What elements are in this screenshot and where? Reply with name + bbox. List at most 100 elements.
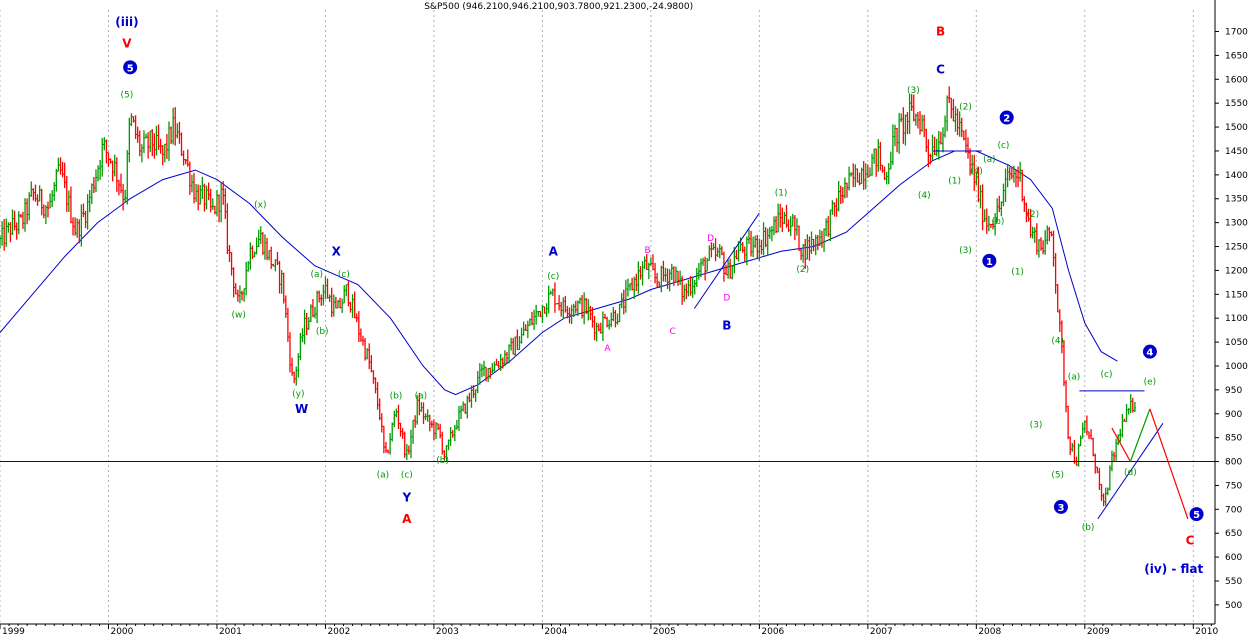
wave-label: W — [295, 402, 308, 416]
moving-average-line — [0, 150, 1118, 396]
wave-labels: (iii)V5(5)(x)(w)(y)WX(a) (c)(b)(b) (a)(a)(… — [115, 15, 1204, 576]
y-tick-label: 1300 — [1225, 219, 1248, 229]
wave-circle-text: 1 — [986, 257, 993, 268]
projection-segment — [1129, 408, 1151, 462]
x-tick-label: 2010 — [1195, 627, 1218, 636]
wave-label: (c) — [1101, 370, 1113, 380]
x-tick-label: 2009 — [1087, 627, 1110, 636]
wave-label: C — [1186, 533, 1195, 547]
wave-label: (x) — [254, 201, 266, 211]
wave-label: (iii) — [115, 15, 138, 29]
wave-label: (a) — [1068, 373, 1081, 383]
wave-label: C — [669, 327, 675, 337]
wave-circle-text: 5 — [127, 63, 134, 74]
x-tick-label: 2005 — [653, 627, 676, 636]
wave-label: X — [332, 244, 342, 258]
x-tick-label: 1999 — [2, 627, 25, 636]
chart-title: S&P500 (946.2100,946.2100,903.7800,921.2… — [424, 2, 693, 12]
wave-label: (e) — [1144, 377, 1157, 387]
wave-label: (y) — [292, 389, 304, 399]
wave-label-circle: 4 — [1142, 344, 1157, 359]
wave-circle — [999, 110, 1014, 125]
wave-label: (2) — [1026, 210, 1039, 220]
wave-circle — [123, 60, 138, 75]
y-tick-label: 1400 — [1225, 171, 1248, 181]
wave-label: A — [402, 512, 412, 526]
wave-label: (2) — [959, 103, 972, 113]
y-tick-label: 1050 — [1225, 338, 1248, 348]
x-tick-label: 2003 — [436, 627, 459, 636]
moving-average — [0, 150, 1118, 396]
wave-label: (4) — [970, 167, 983, 177]
wave-label-circle: 3 — [1053, 499, 1068, 514]
wave-circle-text: 2 — [1003, 114, 1010, 125]
wave-label: (a) — [983, 155, 996, 165]
wave-label: (b) — [436, 456, 449, 466]
wave-label: (b) — [316, 327, 329, 337]
wave-label: B — [722, 318, 731, 332]
wave-label-circle: 5 — [1189, 507, 1204, 522]
y-tick-label: 1250 — [1225, 243, 1248, 253]
wave-circle — [1189, 507, 1204, 522]
wave-label: (3) — [959, 246, 972, 256]
y-tick-label: 800 — [1225, 458, 1242, 468]
trendline — [693, 212, 760, 309]
y-tick-label: 1350 — [1225, 195, 1248, 205]
y-tick-label: 700 — [1225, 505, 1242, 515]
wave-circle-text: 5 — [1193, 510, 1200, 521]
wave-label: (2) — [796, 265, 809, 275]
wave-label-circle: 2 — [999, 110, 1014, 125]
y-tick-label: 1450 — [1225, 147, 1248, 157]
y-tick-label: 1650 — [1225, 51, 1248, 61]
y-tick-label: 1550 — [1225, 99, 1248, 109]
x-tick-label: 2007 — [870, 627, 893, 636]
wave-label: (b) — [992, 217, 1005, 227]
wave-label: (4) — [918, 191, 931, 201]
y-tick-label: 1150 — [1225, 290, 1248, 300]
x-tick-label: 2001 — [219, 627, 242, 636]
wave-label: A — [549, 244, 559, 258]
projection-lines — [1111, 408, 1189, 520]
wave-circle-text: 3 — [1057, 503, 1064, 514]
trendline — [1097, 423, 1164, 520]
wave-circle — [982, 253, 997, 268]
wave-label-circle: 5 — [123, 60, 138, 75]
y-tick-label: 600 — [1225, 553, 1242, 563]
x-tick-label: 2006 — [761, 627, 784, 636]
x-tick-label: 2008 — [978, 627, 1001, 636]
wave-label: (d) — [1124, 468, 1137, 478]
wave-label: (1) — [948, 177, 961, 187]
wave-label: (3) — [1030, 420, 1043, 430]
wave-label: (a) — [415, 392, 428, 402]
y-tick-label: 500 — [1225, 601, 1242, 611]
wave-label: (3) — [907, 86, 920, 96]
wave-circle — [1053, 499, 1068, 514]
wave-label: B — [645, 246, 651, 256]
y-tick-label: 550 — [1225, 577, 1242, 587]
wave-label: D — [707, 234, 714, 244]
projection-segment — [1149, 408, 1189, 520]
wave-label: (c) — [547, 272, 559, 282]
wave-label: C — [936, 63, 945, 77]
wave-label: B — [936, 25, 945, 39]
y-tick-label: 650 — [1225, 529, 1242, 539]
y-tick-label: 1000 — [1225, 362, 1248, 372]
wave-label: V — [122, 36, 132, 50]
wave-label: (1) — [1011, 267, 1024, 277]
wave-label: (w) — [231, 310, 245, 320]
wave-circle-text: 4 — [1146, 348, 1153, 359]
wave-label: (a) — [377, 470, 390, 480]
y-tick-label: 1700 — [1225, 28, 1248, 38]
wave-label: (iv) - flat — [1144, 562, 1203, 576]
wave-label: (c) — [997, 141, 1009, 151]
wave-label: (5) — [121, 91, 134, 101]
x-tick-label: 2000 — [110, 627, 133, 636]
wave-label: A — [604, 344, 611, 354]
wave-label-circle: 1 — [982, 253, 997, 268]
y-tick-label: 750 — [1225, 481, 1242, 491]
wave-label: (5) — [1051, 470, 1064, 480]
y-tick-label: 850 — [1225, 434, 1242, 444]
wave-label: (4) — [1051, 337, 1064, 347]
x-tick-label: 2004 — [544, 627, 567, 636]
